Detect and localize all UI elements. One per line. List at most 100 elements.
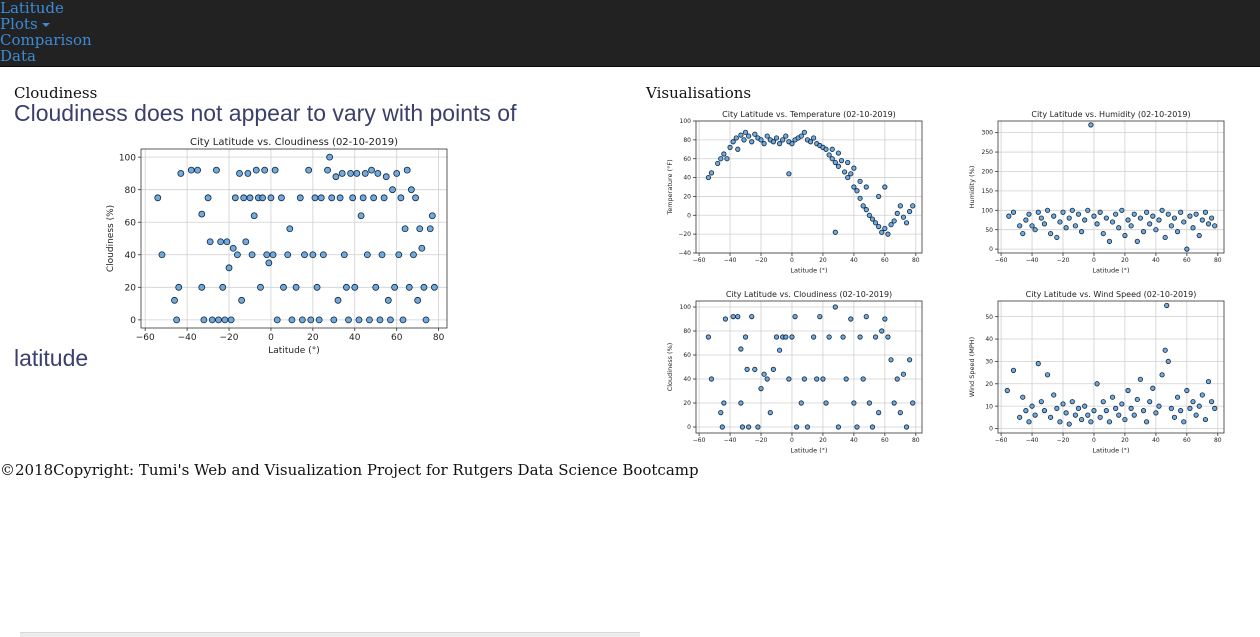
data-point — [1162, 347, 1168, 353]
y-tick-label: 80 — [683, 137, 691, 144]
page-title: Cloudiness — [14, 84, 98, 102]
data-point — [391, 283, 399, 291]
data-point — [835, 424, 842, 430]
data-point — [154, 194, 162, 202]
data-point — [1085, 412, 1091, 418]
data-point — [1168, 223, 1174, 229]
data-point — [198, 210, 206, 218]
data-point — [1075, 211, 1082, 217]
visualisations-heading: Visualisations — [646, 84, 752, 102]
data-point — [412, 194, 419, 202]
data-point — [842, 169, 848, 175]
data-point — [1023, 217, 1029, 223]
data-point — [280, 283, 287, 291]
y-tick-label: 50 — [985, 314, 993, 321]
x-axis-label: Latitude (°) — [790, 447, 827, 455]
data-point — [1122, 232, 1128, 239]
data-point — [1010, 367, 1017, 373]
nav-item-plots-label[interactable]: Plots — [0, 15, 38, 33]
data-point — [1153, 410, 1159, 416]
y-tick-label: 0 — [130, 316, 136, 326]
data-point — [872, 334, 879, 340]
wind-speed-chart[interactable]: City Latitude vs. Wind Speed (02-10-2019… — [962, 285, 1230, 457]
data-point — [1085, 207, 1091, 213]
data-point — [1020, 394, 1026, 400]
data-point — [416, 225, 424, 233]
horizontal-scrollbar[interactable] — [20, 632, 640, 637]
data-point — [1066, 215, 1072, 221]
data-point — [845, 174, 851, 181]
data-point — [1181, 219, 1187, 225]
data-point — [738, 346, 744, 352]
data-point — [246, 194, 254, 202]
data-point — [752, 131, 758, 137]
data-point — [1131, 211, 1137, 217]
plot-frame — [140, 148, 448, 329]
data-point — [1006, 213, 1012, 219]
x-tick-label: 80 — [1214, 437, 1222, 444]
data-point — [845, 159, 851, 166]
plot-frame — [997, 300, 1225, 434]
data-point — [826, 152, 832, 158]
nav-item-latitude[interactable]: Latitude — [0, 0, 64, 17]
chart-title: City Latitude vs. Cloudiness (02-10-2019… — [190, 137, 398, 148]
data-point — [1196, 232, 1202, 239]
x-tick-label: 20 — [1121, 437, 1129, 444]
y-tick-label: −20 — [678, 231, 691, 238]
data-point — [355, 316, 363, 324]
data-point — [811, 135, 817, 141]
data-point — [882, 316, 888, 322]
data-point — [798, 400, 804, 406]
chart-title: City Latitude vs. Cloudiness (02-10-2019… — [726, 290, 892, 299]
data-point — [1205, 221, 1212, 227]
x-tick-label: 80 — [912, 437, 920, 444]
data-point — [1150, 385, 1156, 391]
data-point — [1029, 403, 1035, 409]
temperature-thumbnail[interactable]: City Latitude vs. Temperature (02-10-201… — [660, 105, 928, 277]
data-point — [1051, 392, 1057, 398]
nav-item-comparison[interactable]: Comparison — [0, 31, 92, 49]
x-tick-label: 60 — [1183, 437, 1191, 444]
navbar: Latitude Plots Comparison Data — [0, 0, 1260, 67]
data-point — [1202, 416, 1209, 423]
data-point — [286, 225, 294, 233]
data-point — [431, 283, 438, 291]
x-tick-label: 40 — [850, 257, 858, 264]
temperature-chart[interactable]: City Latitude vs. Temperature (02-10-201… — [660, 105, 928, 277]
data-point — [397, 194, 405, 202]
data-point — [738, 132, 744, 138]
y-tick-label: 20 — [683, 194, 691, 201]
x-tick-label: −60 — [693, 437, 706, 444]
data-point — [894, 210, 900, 217]
x-tick-label: 20 — [307, 333, 319, 343]
humidity-thumbnail[interactable]: City Latitude vs. Humidity (02-10-2019) −… — [962, 105, 1230, 277]
data-point — [735, 313, 741, 320]
y-tick-label: 20 — [125, 283, 137, 293]
data-point — [1171, 414, 1178, 420]
humidity-chart[interactable]: City Latitude vs. Humidity (02-10-2019) −… — [962, 105, 1230, 277]
data-point — [236, 170, 243, 177]
data-point — [1162, 234, 1168, 241]
data-point — [739, 424, 746, 430]
nav-item-data[interactable]: Data — [0, 47, 36, 65]
wind-speed-thumbnail[interactable]: City Latitude vs. Wind Speed (02-10-2019… — [962, 285, 1230, 457]
data-point — [319, 251, 327, 259]
cloudiness-chart[interactable]: City Latitude vs. Cloudiness (02-10-2019… — [660, 285, 928, 457]
cloudiness-thumbnail[interactable]: City Latitude vs. Cloudiness (02-10-2019… — [660, 285, 928, 457]
data-point — [1144, 209, 1150, 215]
data-point — [1048, 414, 1054, 420]
data-point — [1196, 403, 1202, 409]
data-point — [721, 151, 727, 157]
data-point — [328, 194, 336, 202]
data-point — [764, 133, 770, 139]
data-point — [1147, 221, 1153, 227]
caret-down-icon[interactable] — [41, 23, 50, 27]
data-point — [1100, 399, 1106, 405]
y-tick-label: 250 — [982, 149, 994, 156]
data-point — [1125, 387, 1131, 394]
data-point — [885, 231, 891, 237]
nav-item-plots[interactable]: Plots — [0, 16, 50, 32]
data-point — [221, 316, 229, 324]
x-tick-label: 60 — [391, 333, 403, 343]
y-tick-label: 20 — [683, 400, 691, 407]
